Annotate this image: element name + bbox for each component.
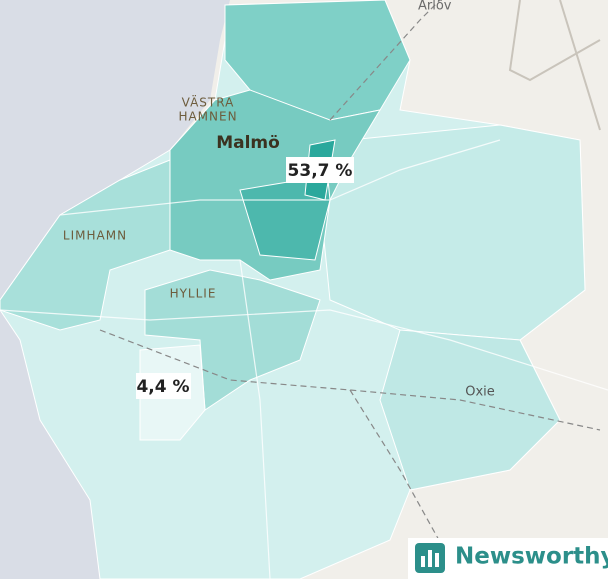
value-label: 4,4 %: [136, 377, 189, 397]
value-label: 53,7 %: [288, 161, 353, 181]
place-label: Oxie: [465, 385, 495, 400]
railway: [329, 0, 441, 121]
district: [319, 124, 586, 341]
railway: [349, 389, 451, 561]
label-box: [286, 157, 354, 183]
border: [508, 0, 601, 131]
place-label: HYLLIE: [170, 287, 217, 301]
road: [59, 139, 501, 216]
railway: [99, 329, 601, 431]
logo-icon: [415, 543, 445, 573]
brand: Newsworthy: [455, 544, 608, 570]
road: [0, 309, 608, 391]
place-label: VÄSTRA: [182, 95, 235, 110]
district: [379, 329, 561, 491]
sea: [0, 300, 100, 579]
district: [144, 269, 321, 411]
sea: [0, 0, 230, 300]
label-box: [136, 373, 191, 399]
place-label: Arlöv: [418, 0, 452, 14]
district: [0, 159, 171, 331]
place-label: HAMNEN: [178, 110, 237, 124]
road: [239, 259, 271, 579]
place-label: LIMHAMN: [63, 229, 127, 243]
city-label: Malmö: [216, 133, 280, 153]
